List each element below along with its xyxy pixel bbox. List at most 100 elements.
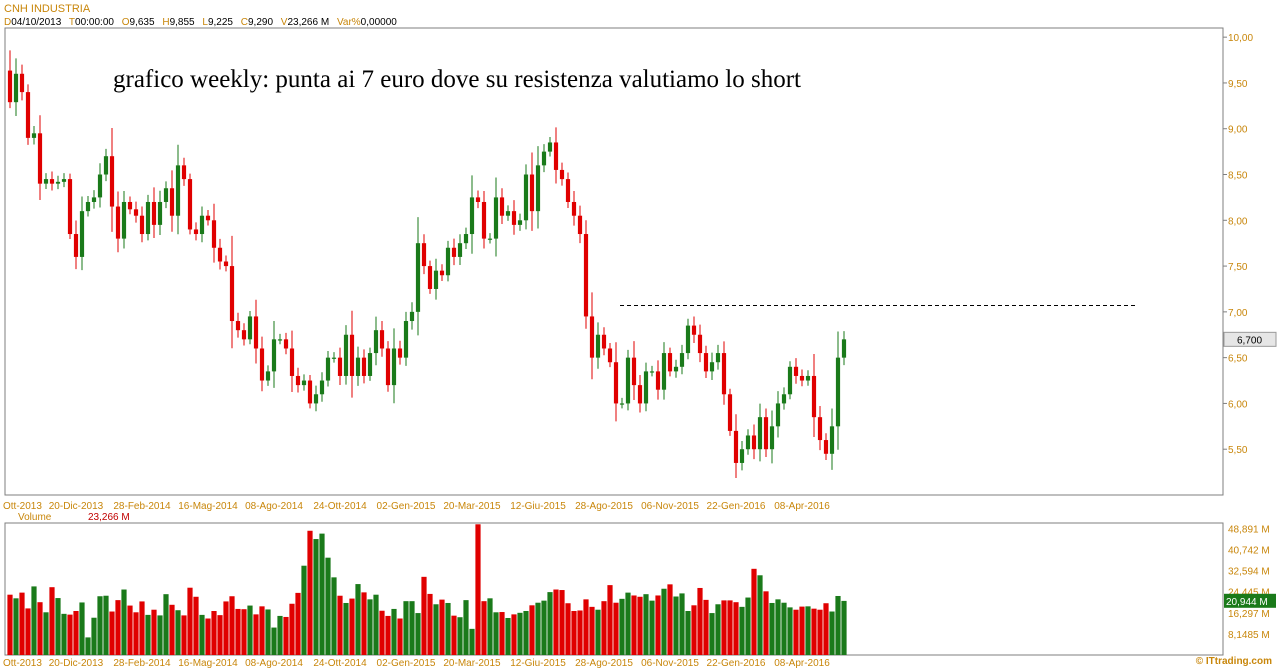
price-tick-label: 9,50 (1228, 79, 1248, 90)
candle-body (529, 174, 535, 212)
volume-bar (175, 610, 181, 655)
candle-body (181, 165, 187, 180)
x-tick-label: 20-Dic-2013 (49, 501, 104, 512)
volume-bar (49, 587, 55, 655)
candle-body (271, 339, 277, 372)
candle-body (85, 201, 91, 212)
volume-x-tick-label: 24-Ott-2014 (313, 658, 367, 668)
candle-body (757, 417, 763, 450)
candle-body (397, 348, 403, 358)
volume-bar (217, 615, 223, 655)
candle-body (793, 366, 799, 376)
volume-bar (595, 609, 601, 655)
candle-body (613, 362, 619, 404)
price-tick-label: 10,00 (1228, 33, 1253, 44)
candle-body (697, 334, 703, 354)
price-tick-label: 5,50 (1228, 445, 1248, 456)
volume-bar (535, 602, 541, 655)
candle-body (313, 394, 319, 404)
volume-bar (457, 617, 463, 655)
volume-bar (307, 530, 313, 655)
volume-bar (25, 608, 31, 655)
volume-bar (367, 599, 373, 655)
candle-body (655, 371, 661, 390)
candle-body (241, 330, 247, 340)
volume-bar (625, 592, 631, 655)
volume-bar (133, 612, 139, 655)
volume-bar (301, 565, 307, 655)
volume-tick-label: 8,1485 M (1228, 630, 1270, 641)
volume-bar (349, 598, 355, 655)
volume-bar (157, 615, 163, 655)
volume-x-tick-label: 16-Mag-2014 (178, 658, 238, 668)
volume-bar (541, 600, 547, 655)
volume-bar (505, 617, 511, 655)
volume-bar (577, 610, 583, 655)
volume-bar (7, 594, 13, 655)
candle-body (301, 380, 307, 386)
candle-body (505, 211, 511, 216)
candle-body (487, 238, 493, 240)
volume-bar (631, 595, 637, 655)
candle-body (517, 220, 523, 225)
volume-bar (121, 589, 127, 655)
axes: 5,50 6,00 6,50 7,00 7,50 8,00 8,50 9,00 9,50 10,0… (3, 33, 1277, 668)
volume-bar (163, 594, 169, 655)
volume-bar (229, 596, 235, 655)
volume-bar (745, 597, 751, 655)
volume-bar (757, 575, 763, 655)
candle-body (721, 353, 727, 395)
volume-bar (403, 601, 409, 655)
candle-body (769, 426, 775, 450)
volume-bar (13, 598, 19, 655)
candle-body (499, 197, 505, 216)
x-tick-label: 28-Feb-2014 (113, 501, 171, 512)
candle-body (169, 188, 175, 216)
volume-bar (331, 577, 337, 655)
volume-bar (145, 614, 151, 655)
volume-bar (445, 602, 451, 655)
candle-body (121, 201, 127, 239)
candle-body (421, 243, 427, 267)
candle-body (571, 201, 577, 216)
candle-body (541, 151, 547, 166)
volume-bar (499, 612, 505, 655)
price-panel-frame (4, 27, 1224, 496)
volume-bar (103, 595, 109, 655)
candle-body (841, 339, 847, 358)
volume-bar (91, 617, 97, 655)
field-value-close: 9,290 (247, 17, 274, 28)
volume-x-tick-label: 28-Feb-2014 (113, 658, 171, 668)
candle-body (577, 215, 583, 235)
candle-body (7, 70, 13, 103)
candle-body (343, 334, 349, 376)
volume-bar (835, 595, 841, 655)
volume-bar (259, 606, 265, 655)
volume-bar (325, 557, 331, 655)
candle-body (67, 179, 73, 235)
candle-body (415, 243, 421, 312)
volume-bar (727, 600, 733, 655)
volume-bar (169, 604, 175, 655)
volume-bar (691, 605, 697, 655)
volume-bar (391, 608, 397, 655)
candle-body (547, 142, 553, 152)
volume-bar (517, 612, 523, 655)
candle-body (115, 206, 121, 239)
candle-body (763, 417, 769, 450)
volume-bar (283, 616, 289, 655)
candle-body (733, 430, 739, 463)
candle-body (325, 357, 331, 381)
field-value-var: 0,00000 (360, 17, 397, 28)
volume-bar (559, 590, 565, 655)
volume-bar (619, 598, 625, 655)
candle-body (781, 394, 787, 404)
volume-bar (637, 596, 643, 655)
volume-bar (715, 604, 721, 655)
volume-bar (355, 584, 361, 655)
volume-tick-label: 16,297 M (1228, 609, 1270, 620)
x-tick-label: 28-Ago-2015 (575, 501, 633, 512)
volume-bar (679, 593, 685, 655)
volume-x-tick-label: Ott-2013 (3, 658, 42, 668)
candle-body (775, 403, 781, 427)
